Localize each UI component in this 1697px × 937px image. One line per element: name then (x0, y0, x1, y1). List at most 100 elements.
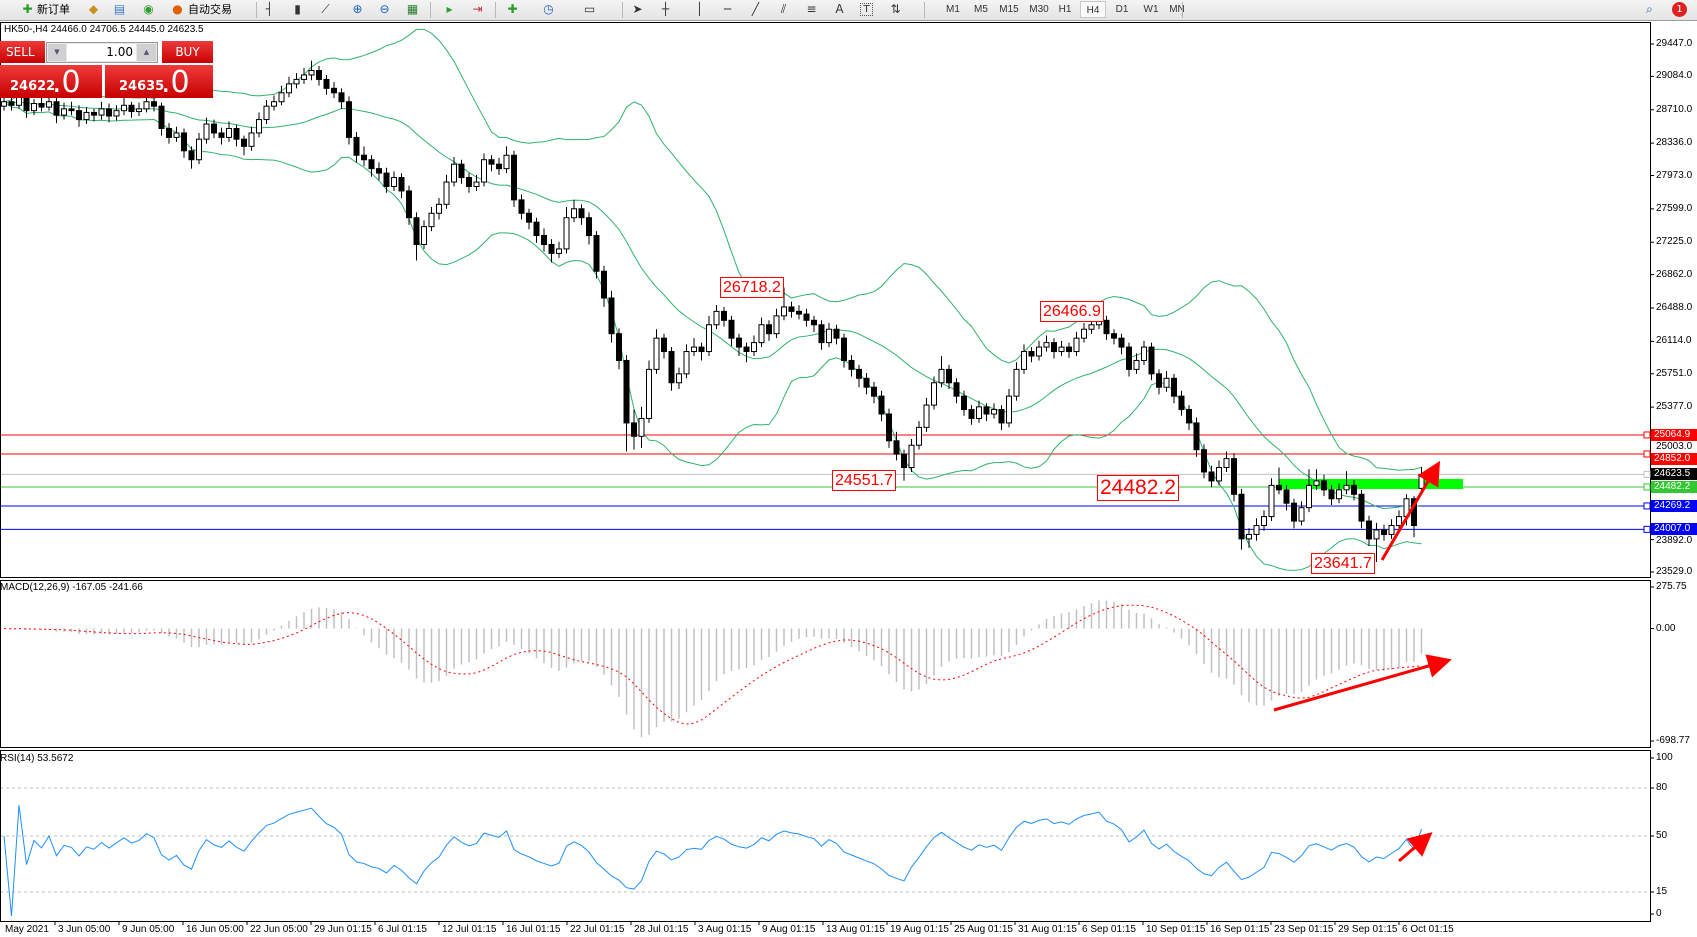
level-handle (1643, 502, 1651, 510)
axis-ticks (54, 43, 1654, 925)
bull-candle (203, 123, 210, 140)
navigator-icon[interactable]: ▤ (113, 2, 126, 16)
vertical-line-icon[interactable]: │ (695, 2, 704, 16)
fibonacci-icon[interactable]: ≡ (806, 2, 817, 16)
macd-divergence-arrow[interactable] (1273, 654, 1452, 712)
lot-increase-button[interactable]: ▲ (137, 44, 156, 61)
bear-candle (1186, 409, 1192, 424)
timeframe-m15-button[interactable]: M15 (999, 4, 1019, 15)
time-axis-label: 3 Aug 01:15 (698, 924, 752, 935)
bear-candle (856, 368, 862, 379)
indicators-icon[interactable]: ✚ (507, 2, 518, 16)
market-watch-icon[interactable]: ◆ (88, 2, 99, 16)
support-zone-rectangle[interactable] (1279, 479, 1463, 489)
bollinger-middle-band (3, 100, 1422, 510)
bear-candle (728, 319, 735, 339)
bear-candle (1238, 493, 1245, 540)
chart-shift-icon[interactable]: ⇥ (472, 2, 483, 16)
lot-size-input[interactable]: 1.00 (67, 44, 136, 61)
line-chart-icon[interactable]: ⟋ (321, 2, 330, 16)
timeframe-h1-button[interactable]: H1 (1058, 4, 1072, 15)
second-high-price-label[interactable]: 26466.9 (1040, 301, 1104, 322)
high-price-label[interactable]: 26718.2 (720, 277, 784, 298)
cursor-icon[interactable]: ➤ (632, 2, 643, 16)
price-trend-arrow[interactable] (1380, 460, 1441, 561)
price-axis-label: 29084.0 (1656, 70, 1693, 82)
toolbar-separator (256, 2, 257, 18)
auto-trading-button[interactable]: 自动交易 (188, 3, 232, 16)
toolbar-separator (924, 2, 925, 18)
timeframe-w1-button[interactable]: W1 (1143, 4, 1159, 15)
periods-clock-icon[interactable]: ◷ (543, 2, 554, 16)
timeframe-d1-button[interactable]: D1 (1115, 4, 1129, 15)
equidistant-channel-icon[interactable]: ⫽ (780, 2, 787, 16)
price-axis-label: 27599.0 (1656, 202, 1693, 214)
bull-candle (571, 208, 577, 219)
rsi-axis-label: 80 (1656, 782, 1668, 793)
bull-candle (683, 351, 690, 375)
bull-candle (826, 328, 832, 344)
sell-button[interactable]: SELL (0, 41, 45, 63)
bear-candle (893, 440, 900, 455)
rsi-trend-arrow[interactable] (1398, 832, 1433, 863)
zoom-in-icon[interactable]: ⊕ (352, 2, 363, 16)
new-order-button[interactable]: 新订单 (37, 3, 70, 16)
bear-candle (1171, 377, 1177, 397)
trendline-icon[interactable]: ╱ (751, 2, 760, 16)
arrows-tool-icon[interactable]: ⇅ (890, 2, 901, 16)
support-level-label[interactable]: 24482.2 (1097, 475, 1179, 501)
timeframe-m1-button[interactable]: M1 (946, 4, 960, 15)
bull-candle (1246, 533, 1252, 540)
timeframe-m5-button[interactable]: M5 (974, 4, 988, 15)
lot-decrease-button[interactable]: ▼ (48, 44, 66, 61)
text-label-tool[interactable]: T (860, 3, 873, 16)
timeframe-h4-button[interactable]: H4 (1080, 1, 1106, 18)
notification-badge[interactable]: 1 (1672, 2, 1687, 17)
bear-candle (413, 217, 420, 245)
bear-candle (68, 108, 75, 112)
timeframe-m30-button[interactable]: M30 (1029, 4, 1049, 15)
auto-scroll-icon[interactable]: ▸ (446, 2, 453, 16)
time-axis-label: May 2021 (5, 924, 49, 935)
bear-candle (526, 212, 532, 223)
bull-candle (1163, 377, 1170, 388)
crosshair-icon[interactable]: ┼ (661, 2, 670, 16)
search-icon[interactable]: ⌕ (1646, 2, 1653, 16)
candlestick-chart-icon[interactable]: ▮ (294, 2, 301, 16)
timeframe-mn-button[interactable]: MN (1169, 4, 1185, 15)
bull-candle (98, 108, 105, 116)
buy-price-button[interactable]: 24635 .0 (105, 65, 213, 100)
macd-panel[interactable] (0, 580, 1651, 748)
signal-icon[interactable]: ◉ (143, 2, 154, 16)
low-price-label[interactable]: 24551.7 (832, 470, 896, 491)
bar-chart-icon[interactable]: ┤ (265, 2, 274, 16)
time-axis-label: 12 Jul 01:15 (442, 924, 497, 935)
bear-candle (736, 337, 742, 348)
lot-size-stepper[interactable]: ▼ 1.00 ▲ (46, 42, 158, 63)
bull-candle (653, 337, 660, 370)
level-price-label: 24269.2 (1651, 499, 1697, 512)
buy-button[interactable]: BUY (162, 41, 213, 63)
templates-icon[interactable]: ▭ (583, 2, 596, 16)
horizontal-line-icon[interactable]: ─ (723, 2, 732, 16)
recent-low-price-label[interactable]: 23641.7 (1311, 553, 1375, 574)
tile-windows-icon[interactable]: ▦ (406, 2, 419, 16)
time-axis-label: 16 Jul 01:15 (506, 924, 561, 935)
bear-candle (8, 101, 15, 106)
buy-price-fraction: .0 (161, 65, 190, 100)
text-tool[interactable]: A (835, 2, 844, 16)
main-chart-panel[interactable] (0, 22, 1651, 578)
bear-candle (181, 132, 187, 152)
time-axis-label: 6 Jul 01:15 (378, 924, 427, 935)
bear-candle (661, 337, 667, 353)
bull-candle (1261, 516, 1267, 527)
bear-candle (878, 395, 885, 415)
bull-candle (46, 101, 52, 108)
price-axis-label: 28710.0 (1656, 103, 1693, 115)
zoom-out-icon[interactable]: ⊖ (379, 2, 390, 16)
bear-candle (863, 377, 870, 388)
bear-candle (961, 395, 967, 411)
sell-price-button[interactable]: 24622 .0 (0, 65, 102, 100)
bear-candle (316, 69, 322, 80)
